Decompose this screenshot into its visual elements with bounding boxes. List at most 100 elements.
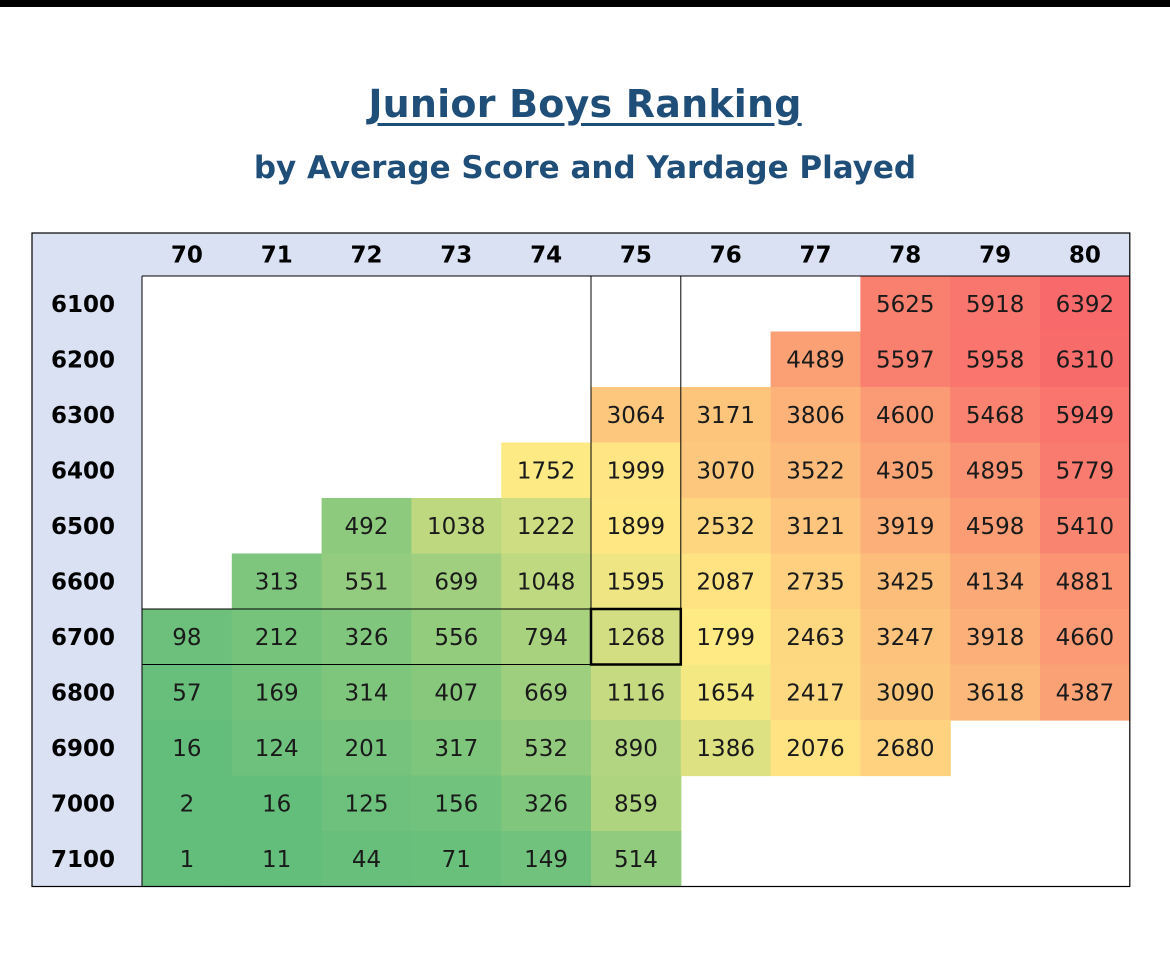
cell-value-label: 4489 [786, 347, 845, 373]
cell-value-label: 2735 [786, 569, 845, 595]
cell-value-label: 1595 [607, 569, 666, 595]
cell-value-label: 2463 [786, 625, 845, 651]
heatmap-cell [860, 720, 951, 777]
row-header-label: 6300 [51, 403, 115, 429]
cell-value-label: 5597 [876, 347, 935, 373]
heatmap-cell [680, 609, 772, 666]
heatmap-cell [231, 775, 323, 832]
highlighted-cell-border [589, 607, 683, 666]
cell-value-label: 124 [255, 736, 299, 762]
heatmap-cell [950, 664, 1041, 721]
chart-title: Junior Boys Ranking [368, 82, 802, 126]
cell-value-label: 1038 [427, 514, 486, 540]
heatmap-cell [411, 553, 502, 610]
cell-value-label: 1999 [607, 458, 666, 484]
cell-value-label: 5949 [1056, 403, 1115, 429]
heatmap-cell [860, 442, 951, 499]
cell-value-label: 317 [434, 736, 478, 762]
heatmap-cell [411, 664, 502, 721]
heatmap-cell [860, 553, 951, 610]
heatmap-cell [950, 609, 1041, 666]
heatmap-cell [501, 664, 592, 721]
cell-value-label: 6310 [1056, 347, 1115, 373]
cell-value-label: 4598 [966, 514, 1025, 540]
cell-value-label: 5410 [1056, 514, 1115, 540]
column-header-label: 79 [979, 243, 1011, 269]
cell-value-label: 57 [172, 680, 201, 706]
cell-value-label: 1799 [696, 625, 755, 651]
cell-value-label: 3918 [966, 625, 1025, 651]
heatmap-cell [1040, 609, 1131, 666]
cell-value-label: 4600 [876, 403, 935, 429]
cell-value-label: 492 [345, 514, 389, 540]
heatmap-cell [860, 387, 951, 444]
heatmap-cell [680, 553, 772, 610]
heatmap-cell [860, 664, 951, 721]
cell-value-label: 1654 [696, 680, 755, 706]
cell-value-label: 11 [262, 847, 291, 873]
heatmap-cell [231, 831, 323, 888]
cell-value-label: 149 [524, 847, 568, 873]
heatmap-cell [142, 664, 233, 721]
heatmap-cell [770, 387, 861, 444]
chart-subtitle: by Average Score and Yardage Played [253, 150, 917, 186]
cell-value-label: 794 [524, 625, 568, 651]
heatmap-cell [321, 498, 412, 555]
cell-value-label: 98 [172, 625, 201, 651]
cell-value-label: 2680 [876, 736, 935, 762]
heatmap-cell [680, 442, 772, 499]
cell-value-label: 3806 [786, 403, 845, 429]
cell-value-label: 4305 [876, 458, 935, 484]
cell-value-label: 2087 [696, 569, 755, 595]
heatmap-cell [501, 720, 592, 777]
cell-value-label: 3247 [876, 625, 935, 651]
heatmap-cell [321, 775, 412, 832]
heatmap-cell [591, 720, 682, 777]
cell-value-label: 326 [345, 625, 389, 651]
heatmap-cell [770, 331, 861, 388]
heatmap-cell [591, 498, 682, 555]
heatmap-cell [1040, 553, 1131, 610]
column-header-label: 73 [440, 243, 472, 269]
cell-value-label: 556 [434, 625, 478, 651]
row-header-label: 6500 [51, 514, 115, 540]
row-header-label: 6900 [51, 736, 115, 762]
heatmap-cell [231, 609, 323, 666]
table-outer-border [31, 232, 1131, 888]
heatmap-cell [591, 831, 682, 888]
heatmap-cell [1040, 387, 1131, 444]
column-header-label: 74 [530, 243, 562, 269]
cell-value-label: 669 [524, 680, 568, 706]
heatmap-cell [411, 720, 502, 777]
row-header-label: 6100 [51, 292, 115, 318]
heatmap-cell [860, 276, 951, 333]
heatmap-cell [1040, 276, 1131, 333]
cell-value-label: 4134 [966, 569, 1025, 595]
cell-value-label: 4881 [1056, 569, 1115, 595]
heatmap-cell [950, 387, 1041, 444]
cell-value-label: 1268 [607, 625, 666, 651]
heatmap-cell [142, 775, 233, 832]
row-header-label: 6600 [51, 569, 115, 595]
heatmap-cell [1040, 498, 1131, 555]
cell-value-label: 44 [352, 847, 381, 873]
heatmap-cell [950, 442, 1041, 499]
cell-value-label: 3919 [876, 514, 935, 540]
cell-value-label: 1 [180, 847, 195, 873]
heatmap-cell [411, 609, 502, 666]
cell-value-label: 1386 [696, 736, 755, 762]
row-header-label: 6200 [51, 347, 115, 373]
column-header-label: 75 [620, 243, 652, 269]
cell-value-label: 551 [345, 569, 389, 595]
cell-value-label: 1222 [517, 514, 576, 540]
cell-value-label: 2076 [786, 736, 845, 762]
heatmap-cell [950, 553, 1041, 610]
heatmap-cell [770, 609, 861, 666]
row-header-label: 7100 [51, 847, 115, 873]
column-header-label: 76 [710, 243, 742, 269]
cell-value-label: 313 [255, 569, 299, 595]
heatmap-cell [950, 331, 1041, 388]
cell-value-label: 3171 [696, 403, 755, 429]
heatmap-cell [321, 720, 412, 777]
